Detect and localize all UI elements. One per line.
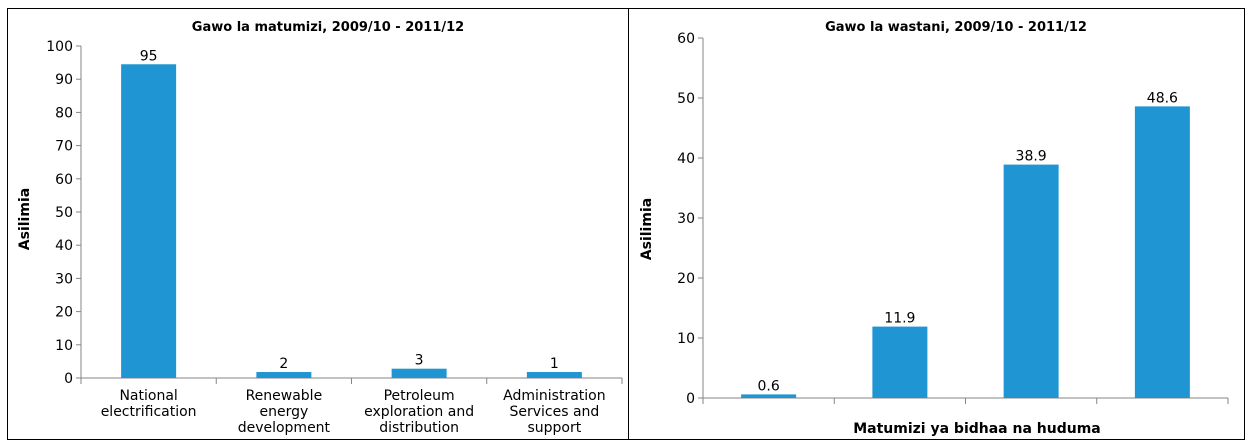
y-axis-label: Asilimia	[639, 198, 655, 260]
category-label: energy	[259, 404, 308, 420]
category-label: electrification	[101, 404, 197, 420]
data-label: 2	[279, 356, 288, 372]
bar	[741, 394, 797, 398]
data-label: 1	[550, 356, 559, 372]
y-tick-label: 20	[677, 271, 695, 287]
category-label: support	[527, 420, 581, 436]
bar	[391, 368, 447, 378]
category-label: Petroleum	[384, 388, 455, 404]
chart-panel-right: Gawo la wastani, 2009/10 - 2011/12 Asili…	[628, 8, 1245, 440]
y-tick-label: 50	[55, 205, 73, 221]
data-label: 0.6	[757, 378, 779, 394]
bar	[526, 372, 582, 378]
bar	[872, 326, 928, 398]
category-label: Renewable	[246, 388, 323, 404]
y-tick-label: 40	[677, 151, 695, 167]
y-tick-label: 20	[55, 305, 73, 321]
data-label: 11.9	[884, 311, 915, 327]
y-tick-label: 60	[677, 31, 695, 47]
category-label: development	[238, 420, 331, 436]
bar	[1003, 164, 1059, 398]
y-tick-label: 10	[677, 331, 695, 347]
y-tick-label: 70	[55, 139, 73, 155]
category-label: National	[119, 388, 177, 404]
chart-right: Gawo la wastani, 2009/10 - 2011/12 Asili…	[639, 20, 1229, 437]
data-label: 38.9	[1016, 149, 1047, 165]
y-tick-label: 0	[64, 371, 73, 387]
y-tick-label: 40	[55, 238, 73, 254]
y-axis-label: Asilimia	[17, 188, 33, 250]
category-label: distribution	[379, 420, 459, 436]
chart-title: Gawo la matumizi, 2009/10 - 2011/12	[192, 20, 464, 35]
y-tick-label: 100	[46, 39, 73, 55]
chart-left: Gawo la matumizi, 2009/10 - 2011/12 Asil…	[17, 20, 623, 436]
data-label: 48.6	[1147, 90, 1178, 106]
bar	[256, 372, 312, 378]
data-label: 95	[140, 48, 158, 64]
category-label: Administration	[503, 388, 605, 404]
y-tick-label: 90	[55, 72, 73, 88]
y-tick-label: 30	[677, 211, 695, 227]
category-label: Services and	[509, 404, 599, 420]
y-tick-label: 10	[55, 338, 73, 354]
category-label: exploration and	[364, 404, 474, 420]
y-tick-label: 50	[677, 91, 695, 107]
chart-title: Gawo la wastani, 2009/10 - 2011/12	[825, 20, 1087, 35]
y-tick-label: 60	[55, 172, 73, 188]
data-label: 3	[415, 353, 424, 369]
y-tick-label: 80	[55, 105, 73, 121]
bar	[1134, 106, 1190, 399]
chart-panel-left: Gawo la matumizi, 2009/10 - 2011/12 Asil…	[7, 8, 629, 440]
x-axis-label: Matumizi ya bidhaa na huduma	[853, 421, 1101, 437]
y-tick-label: 0	[686, 391, 695, 407]
bar	[121, 64, 177, 378]
y-tick-label: 30	[55, 271, 73, 287]
